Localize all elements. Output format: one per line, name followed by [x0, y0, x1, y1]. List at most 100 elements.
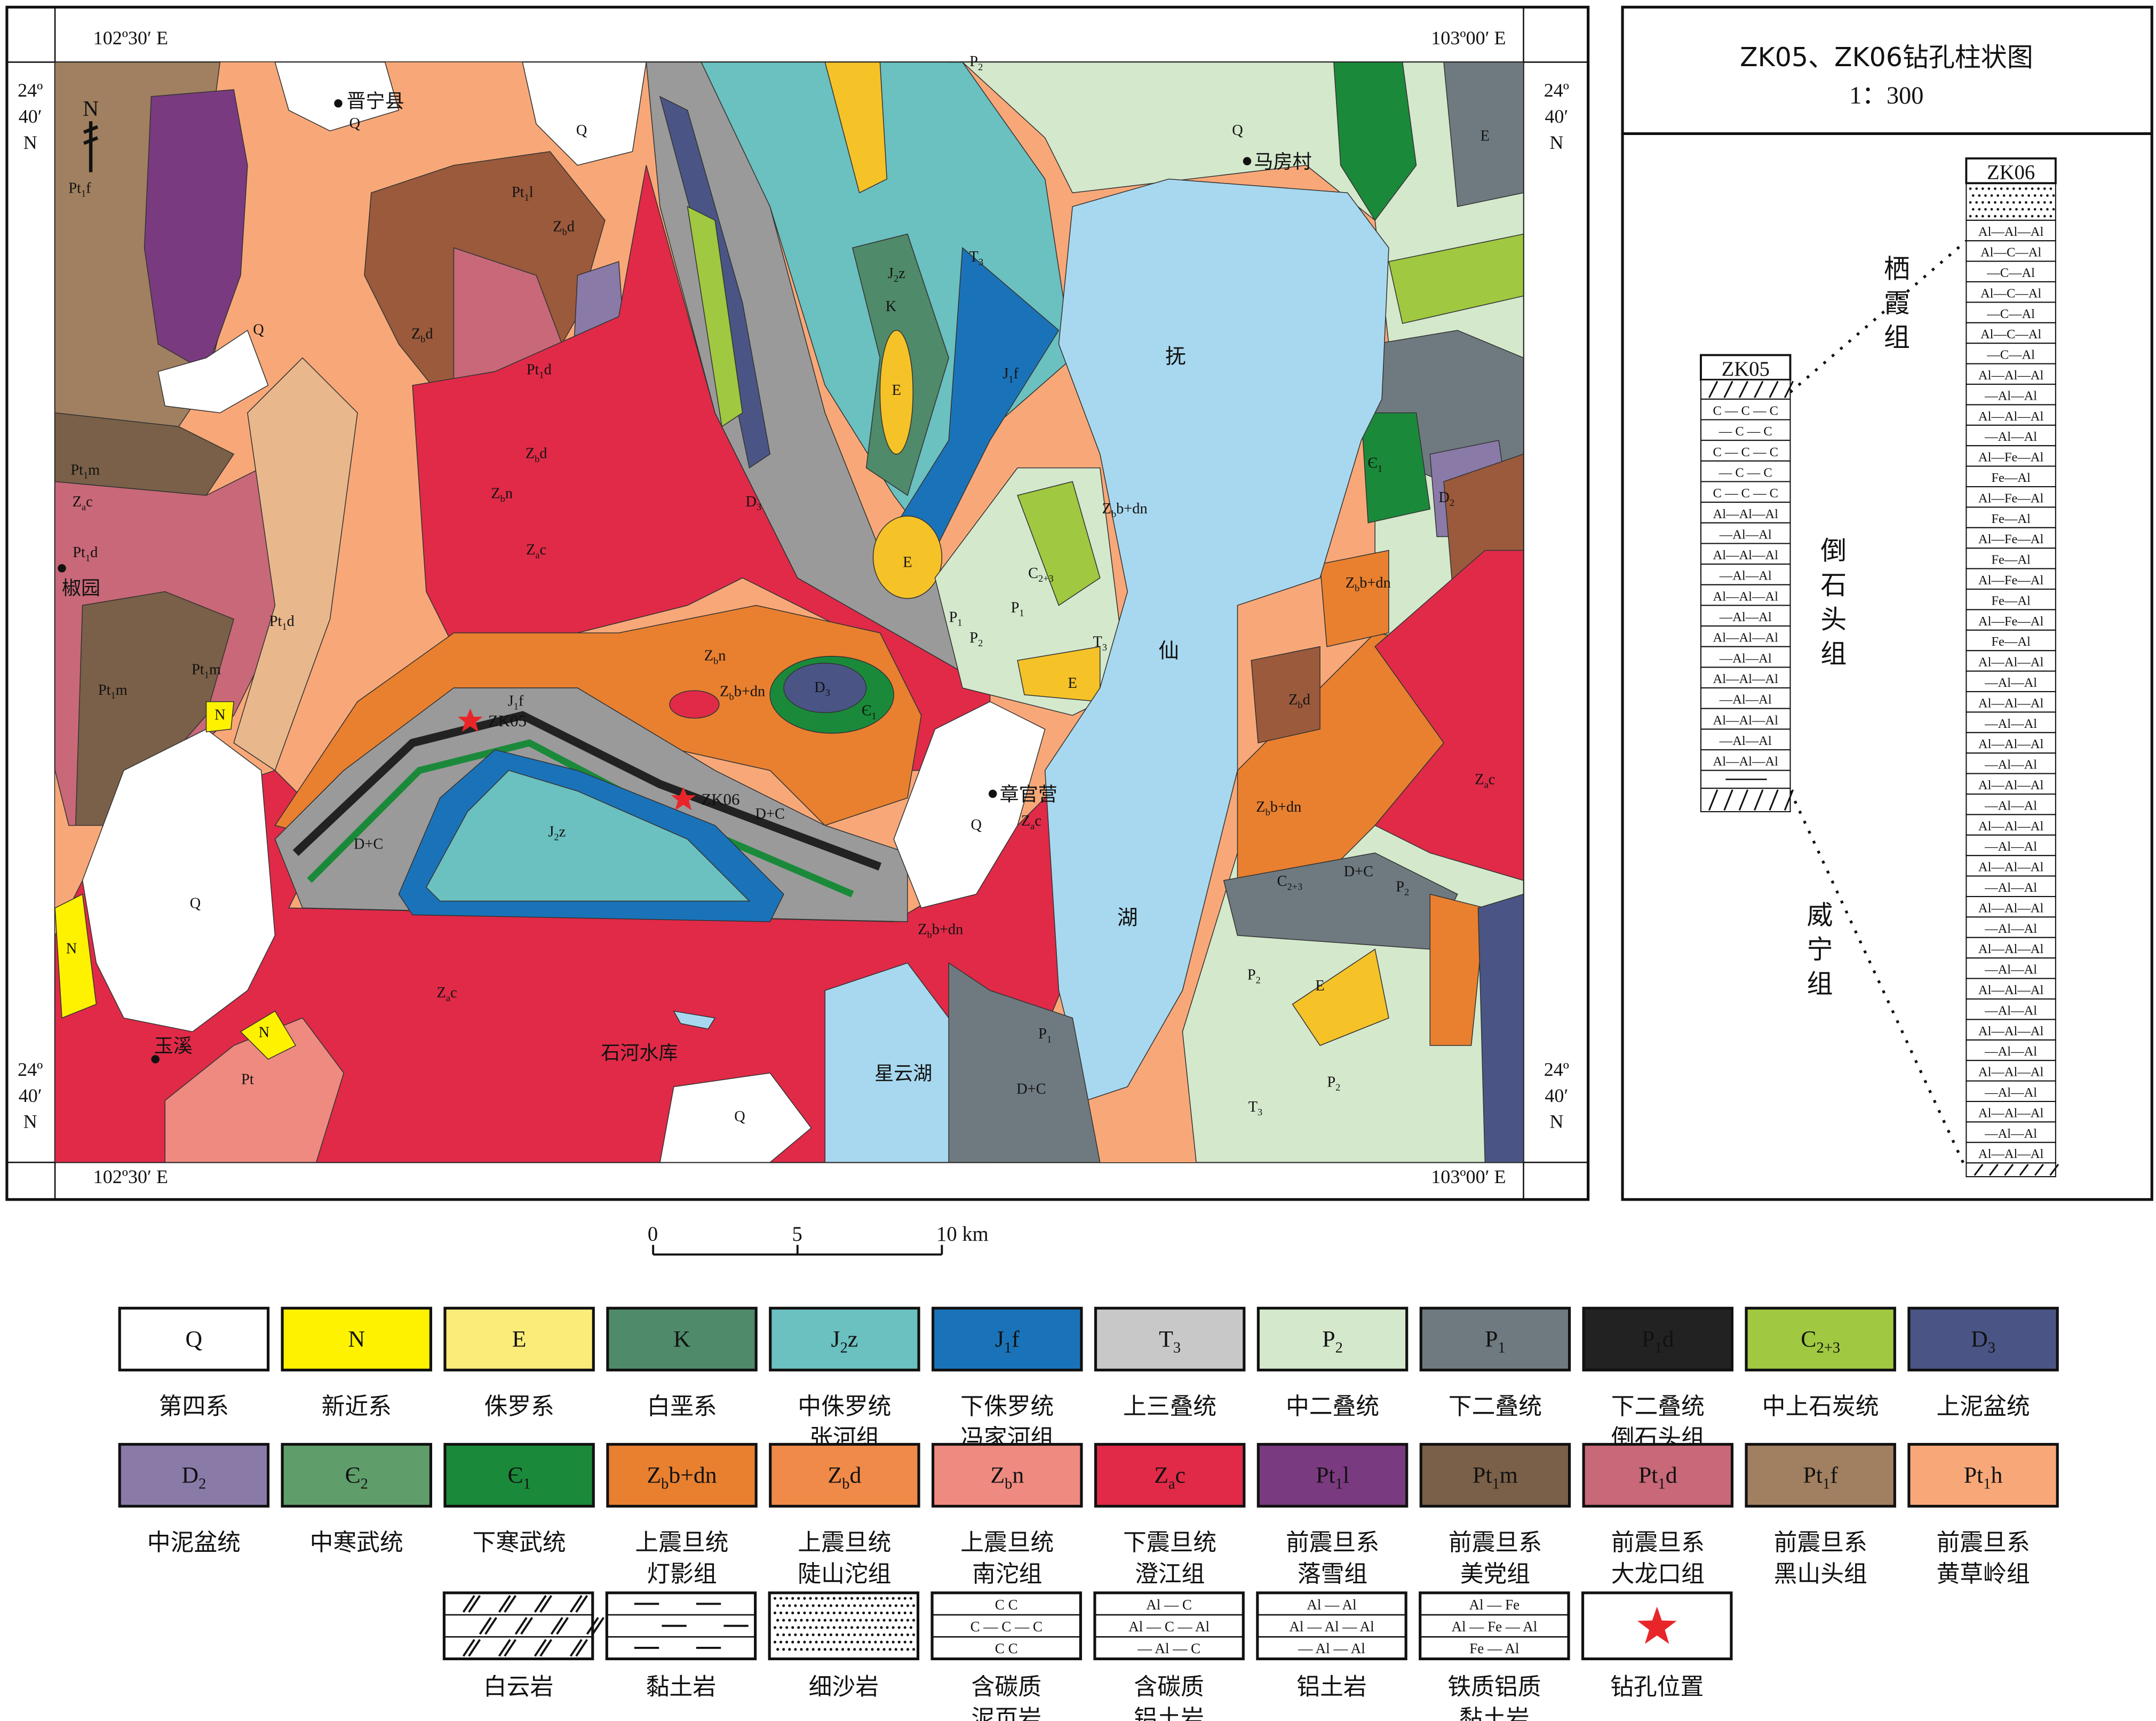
unit-code: Pt1d: [1638, 1463, 1677, 1493]
sand-dot: [2002, 208, 2006, 211]
sand-dot: [809, 1640, 812, 1644]
unit-code: Zbn: [990, 1463, 1024, 1493]
sand-dot: [862, 1640, 865, 1644]
column-row-text: —Al—Al: [1719, 734, 1772, 748]
code-base: Є: [862, 703, 872, 719]
column-row: [1966, 363, 2056, 385]
column-header: [1700, 354, 1792, 381]
code-sub: 1: [1335, 1476, 1343, 1493]
code-rest: f: [86, 180, 91, 196]
hatch: [504, 1595, 517, 1613]
sand-dot: [871, 1619, 874, 1622]
code-base: Z: [526, 446, 535, 462]
column-row-text: —Al—Al: [1719, 651, 1772, 665]
column-row: [1966, 506, 2056, 528]
code-base: K: [886, 298, 897, 315]
sand-dot: [1971, 208, 1975, 211]
sand-dot: [838, 1626, 841, 1629]
sand-dot: [823, 1619, 826, 1622]
code-base: D: [1438, 489, 1449, 506]
hatch: [569, 1595, 583, 1613]
unit-code: Pt1d: [269, 613, 295, 632]
unit-code: Є1: [862, 703, 877, 721]
unit-area: [55, 412, 235, 496]
hatch: [586, 1617, 599, 1635]
code-base: Q: [1232, 122, 1243, 139]
code-base: Z: [828, 1463, 842, 1488]
sand-dot: [2006, 201, 2009, 204]
sand-dot: [2043, 215, 2046, 218]
pattern-text: Al — Al — Al: [1289, 1619, 1374, 1635]
sand-dot: [862, 1611, 865, 1615]
sand-dot: [865, 1619, 868, 1622]
borehole-label: ZK05: [488, 711, 527, 730]
sand-dot: [812, 1619, 815, 1622]
column-row-text: —Al—Al: [1984, 758, 2037, 772]
code-base: D+C: [1016, 1081, 1046, 1097]
sand-dot: [829, 1604, 832, 1607]
legend-label: 下侏罗统: [960, 1393, 1054, 1420]
column-row-text: Al—Al—Al: [1978, 737, 2044, 751]
unit-code: Q: [971, 817, 982, 834]
sand-dot: [776, 1619, 779, 1622]
sand-dot: [838, 1640, 841, 1644]
unit-area: [1477, 893, 1524, 1163]
column-row-text: —Al—Al: [1719, 693, 1772, 707]
code-sub: 2+3: [1817, 1339, 1841, 1356]
hatch: [534, 1639, 547, 1657]
code-base: D+C: [354, 836, 383, 853]
column-row: [1966, 773, 2056, 795]
hatch: [462, 1595, 475, 1613]
code-base: N: [259, 1025, 269, 1041]
legend-swatch: [606, 1442, 758, 1508]
column-row-text: —C—Al: [1986, 266, 2035, 280]
code-base: J: [995, 1327, 1004, 1352]
code-base: Z: [1256, 799, 1265, 815]
sand-dot: [888, 1633, 892, 1637]
sand-dot: [2025, 201, 2027, 204]
coord-label: N: [1549, 1111, 1563, 1132]
hatch: [2019, 1163, 2029, 1176]
code-rest: m: [116, 682, 128, 699]
code-rest: d: [90, 544, 98, 561]
sand-dot: [868, 1640, 871, 1644]
code-rest: b+dn: [1116, 501, 1147, 517]
sand-dot: [817, 1633, 821, 1637]
sand-dot: [2006, 215, 2009, 218]
hatch: [592, 1617, 604, 1635]
unit-code: P1: [1011, 599, 1024, 618]
sand-dot: [800, 1604, 803, 1607]
sand-dot: [2021, 194, 2024, 197]
unit-code: J1f: [508, 693, 524, 712]
sand-dot: [2052, 194, 2055, 197]
legend-label: 前震旦系: [1774, 1529, 1867, 1556]
column-row-text: Al—Al—Al: [1713, 507, 1779, 521]
code-base: Pt: [527, 361, 539, 378]
place-dot: [151, 1055, 160, 1064]
sand-dot: [817, 1648, 821, 1651]
code-base: T: [1093, 634, 1102, 651]
code-base: E: [1068, 675, 1077, 692]
hatch: [498, 1595, 511, 1613]
code-base: T: [1159, 1327, 1173, 1352]
sand-dot: [806, 1619, 809, 1622]
code-base: J: [508, 693, 514, 710]
sand-dot: [2049, 215, 2052, 218]
unit-area: [893, 701, 1046, 909]
code-sub: 1: [282, 621, 287, 632]
code-base: T: [1248, 1099, 1258, 1115]
legend-label: 前震旦系: [1449, 1529, 1542, 1556]
sand-dot: [797, 1597, 800, 1600]
north-label: N: [83, 96, 99, 121]
sand-dot: [785, 1611, 789, 1615]
unit-code: Zbd: [553, 218, 575, 237]
unit-code: T3: [1159, 1327, 1181, 1357]
unit-code: Zbb+dn: [1346, 575, 1391, 593]
sand-dot: [2037, 215, 2040, 218]
code-rest: n: [718, 648, 726, 664]
column-row-text: Al—Al—Al: [1978, 778, 2044, 792]
column-row-text: —Al—Al: [1984, 1044, 2037, 1059]
code-rest: d: [567, 218, 575, 235]
unit-code: J1f: [995, 1327, 1020, 1357]
